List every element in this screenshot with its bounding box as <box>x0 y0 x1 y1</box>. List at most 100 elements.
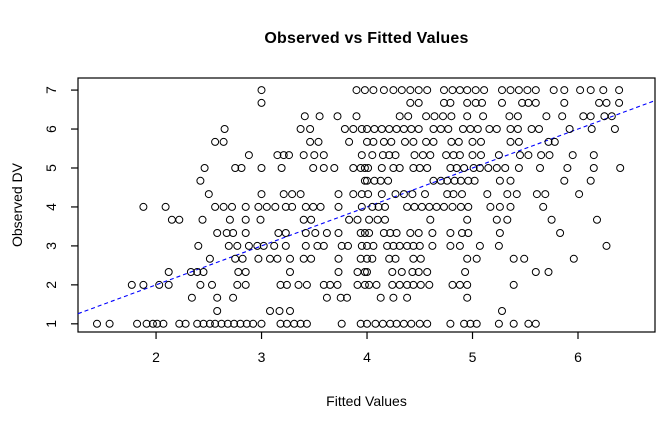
data-point <box>319 241 328 250</box>
x-tick-label: 6 <box>574 349 582 365</box>
data-point <box>213 229 222 237</box>
data-point <box>219 137 228 146</box>
data-point <box>455 241 464 250</box>
data-point <box>506 202 515 211</box>
data-point <box>514 86 523 95</box>
data-point <box>363 137 371 146</box>
data-point <box>586 112 595 121</box>
data-point <box>233 241 242 250</box>
data-point <box>286 254 294 263</box>
data-point <box>223 319 232 328</box>
data-point <box>415 241 424 250</box>
data-point <box>560 176 569 185</box>
data-point <box>369 241 378 250</box>
data-point <box>241 202 250 211</box>
data-point <box>356 229 365 237</box>
data-point <box>542 112 551 121</box>
data-point <box>495 229 504 237</box>
data-point <box>514 137 523 146</box>
data-point <box>527 125 536 133</box>
data-point <box>334 229 343 237</box>
data-point <box>472 319 481 328</box>
x-tick-label: 5 <box>469 349 477 365</box>
data-point <box>334 254 343 263</box>
data-point <box>360 280 369 289</box>
data-point <box>410 202 419 211</box>
data-point <box>498 86 506 95</box>
data-point <box>254 254 263 263</box>
data-point <box>477 151 485 160</box>
data-point <box>286 268 294 276</box>
data-point <box>539 202 548 211</box>
data-point <box>486 202 495 211</box>
data-point <box>391 254 400 263</box>
data-point <box>127 280 136 289</box>
data-point <box>417 202 426 211</box>
data-point <box>315 112 324 121</box>
y-tick-label: 4 <box>43 203 59 211</box>
data-point <box>399 125 408 133</box>
data-point <box>414 125 423 133</box>
data-point <box>290 319 299 328</box>
data-point <box>238 254 247 263</box>
data-point <box>257 86 266 95</box>
data-point <box>356 254 365 263</box>
data-point <box>345 215 354 224</box>
data-point <box>576 86 585 95</box>
data-point <box>336 293 345 302</box>
data-point <box>360 268 369 276</box>
data-point <box>421 190 429 199</box>
data-point <box>589 164 598 172</box>
data-point <box>443 190 452 199</box>
data-point <box>563 164 572 172</box>
data-point <box>395 280 404 289</box>
data-point <box>550 137 559 146</box>
data-point <box>524 151 533 160</box>
data-point <box>407 125 416 133</box>
data-point <box>547 215 556 224</box>
data-point <box>281 241 290 250</box>
data-point <box>449 190 458 199</box>
x-axis-title: Fitted Values <box>326 393 407 409</box>
data-point <box>494 319 503 328</box>
data-point <box>446 229 455 237</box>
data-point <box>213 307 222 315</box>
data-point <box>237 164 246 172</box>
data-point <box>220 125 229 133</box>
data-point <box>458 190 466 199</box>
data-point <box>587 125 596 133</box>
data-point <box>371 319 380 328</box>
data-point <box>409 137 418 146</box>
data-point <box>505 112 514 121</box>
data-point <box>397 268 406 276</box>
data-point <box>353 215 362 224</box>
data-point <box>471 86 480 95</box>
data-point <box>422 137 431 146</box>
data-point <box>257 319 266 328</box>
data-point <box>388 268 397 276</box>
data-point <box>475 241 484 250</box>
data-point <box>514 164 523 172</box>
data-point <box>602 98 611 107</box>
data-point <box>414 86 423 95</box>
data-point <box>337 241 346 250</box>
data-point <box>322 293 331 302</box>
data-point <box>313 241 322 250</box>
data-point <box>386 229 395 237</box>
data-point <box>466 125 475 133</box>
data-point <box>379 229 388 237</box>
data-point <box>306 125 315 133</box>
data-point <box>241 268 250 276</box>
data-point <box>397 86 406 95</box>
data-point <box>444 125 453 133</box>
data-point <box>175 319 184 328</box>
data-point <box>600 112 609 121</box>
data-point <box>352 112 361 121</box>
data-point <box>368 254 377 263</box>
data-point <box>426 215 435 224</box>
data-point <box>105 319 114 328</box>
data-point <box>273 254 282 263</box>
data-point <box>403 241 412 250</box>
data-point <box>288 202 297 211</box>
